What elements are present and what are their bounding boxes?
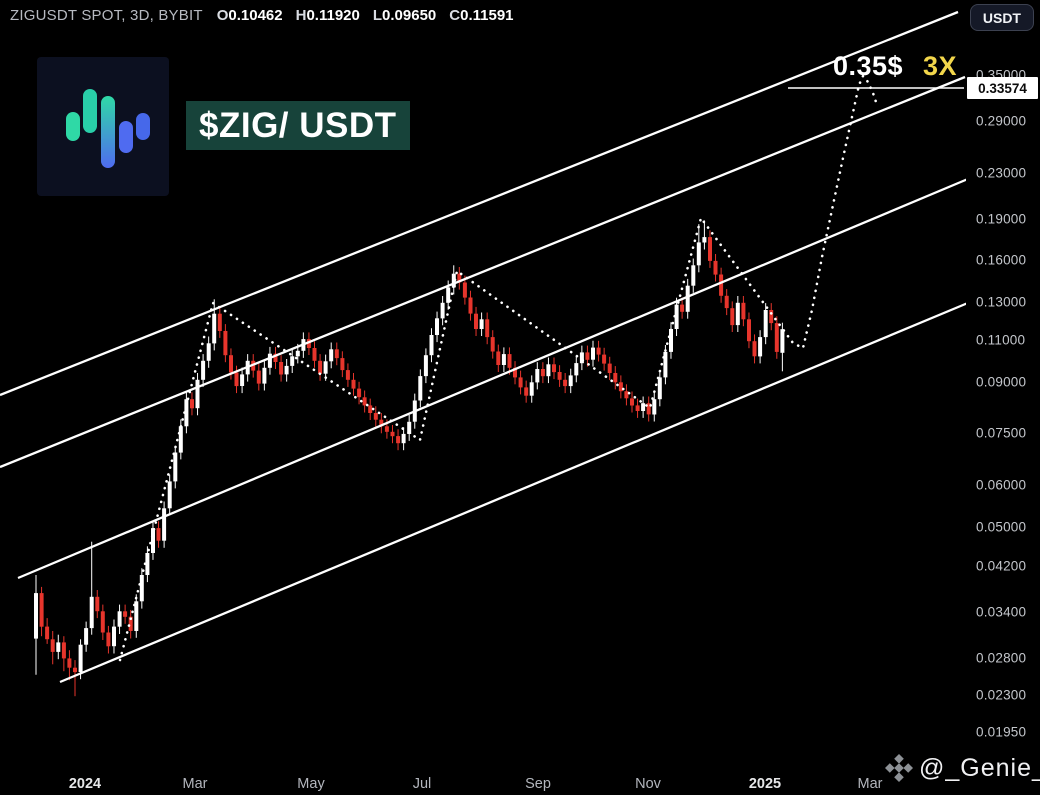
- ohlc-token: L0.09650: [372, 7, 437, 24]
- time-tick-label: 2024: [68, 776, 102, 792]
- binance-diamond-icon: [884, 753, 914, 783]
- time-tick-label: Nov: [635, 776, 661, 792]
- price-tick-label: 0.05000: [976, 519, 1027, 535]
- target-price-label: 0.35$: [833, 51, 904, 81]
- price-level-label: 0.33574: [978, 80, 1027, 96]
- price-axis[interactable]: 0.33574 0.35000 0.29000 0.23000 0.19000 0.16…: [966, 0, 1040, 795]
- price-tick-label: 0.11000: [976, 332, 1026, 348]
- time-tick-label: May: [297, 776, 325, 792]
- time-tick-label: Mar: [182, 776, 208, 792]
- time-tick-label: 2025: [748, 776, 782, 792]
- price-level-label-box: 0.33574: [967, 77, 1038, 99]
- price-tick-label: 0.07500: [976, 425, 1027, 441]
- zignaly-logo: [37, 57, 169, 196]
- price-tick-label: 0.16000: [976, 252, 1027, 268]
- symbol-info[interactable]: ZIGUSDT SPOT, 3D, BYBIT: [10, 7, 203, 24]
- price-tick-label: 0.04200: [976, 558, 1027, 574]
- currency-toggle-button[interactable]: USDT: [969, 4, 1034, 31]
- ohlc-values: O0.10462 H0.11920 L0.09650 C0.11591: [217, 7, 514, 24]
- ascending-channel-lines: [0, 10, 976, 684]
- multiplier-label: 3X: [923, 51, 958, 81]
- price-tick-label: 0.03400: [976, 604, 1027, 620]
- time-tick-label: Sep: [525, 776, 551, 792]
- currency-toggle-label: USDT: [982, 9, 1021, 26]
- price-tick-label: 0.19000: [976, 211, 1027, 227]
- zignaly-logo-icon: [66, 89, 150, 168]
- ohlc-token: O0.10462: [216, 7, 283, 24]
- price-tick-label: 0.23000: [976, 165, 1027, 181]
- pair-badge: $ZIG/ USDT: [186, 101, 410, 150]
- ohlc-token: H0.11920: [295, 7, 360, 24]
- time-tick-label: Mar: [857, 776, 883, 792]
- symbol-legend[interactable]: ZIGUSDT SPOT, 3D, BYBIT O0.10462 H0.11920…: [10, 7, 514, 24]
- ohlc-token: C0.11591: [449, 7, 514, 24]
- price-tick-label: 0.02800: [976, 650, 1027, 666]
- time-tick-label: Jul: [412, 776, 432, 792]
- price-tick-label: 0.02300: [976, 687, 1027, 703]
- price-tick-label: 0.09000: [976, 374, 1027, 390]
- candlestick-series: [34, 220, 785, 697]
- time-axis[interactable]: 2024 Mar May Jul Sep Nov 2025 Mar: [0, 762, 966, 795]
- watermark-handle: @_Genie_: [919, 753, 1040, 782]
- pair-badge-label: $ZIG/ USDT: [199, 105, 397, 145]
- price-tick-label: 0.29000: [976, 113, 1027, 129]
- price-tick-label: 0.13000: [976, 294, 1027, 310]
- price-tick-label: 0.06000: [976, 477, 1027, 493]
- wave-projection-dotted-line: [118, 73, 878, 662]
- watermark: @_Genie_: [884, 753, 1040, 783]
- price-tick-label: 0.01950: [976, 724, 1027, 740]
